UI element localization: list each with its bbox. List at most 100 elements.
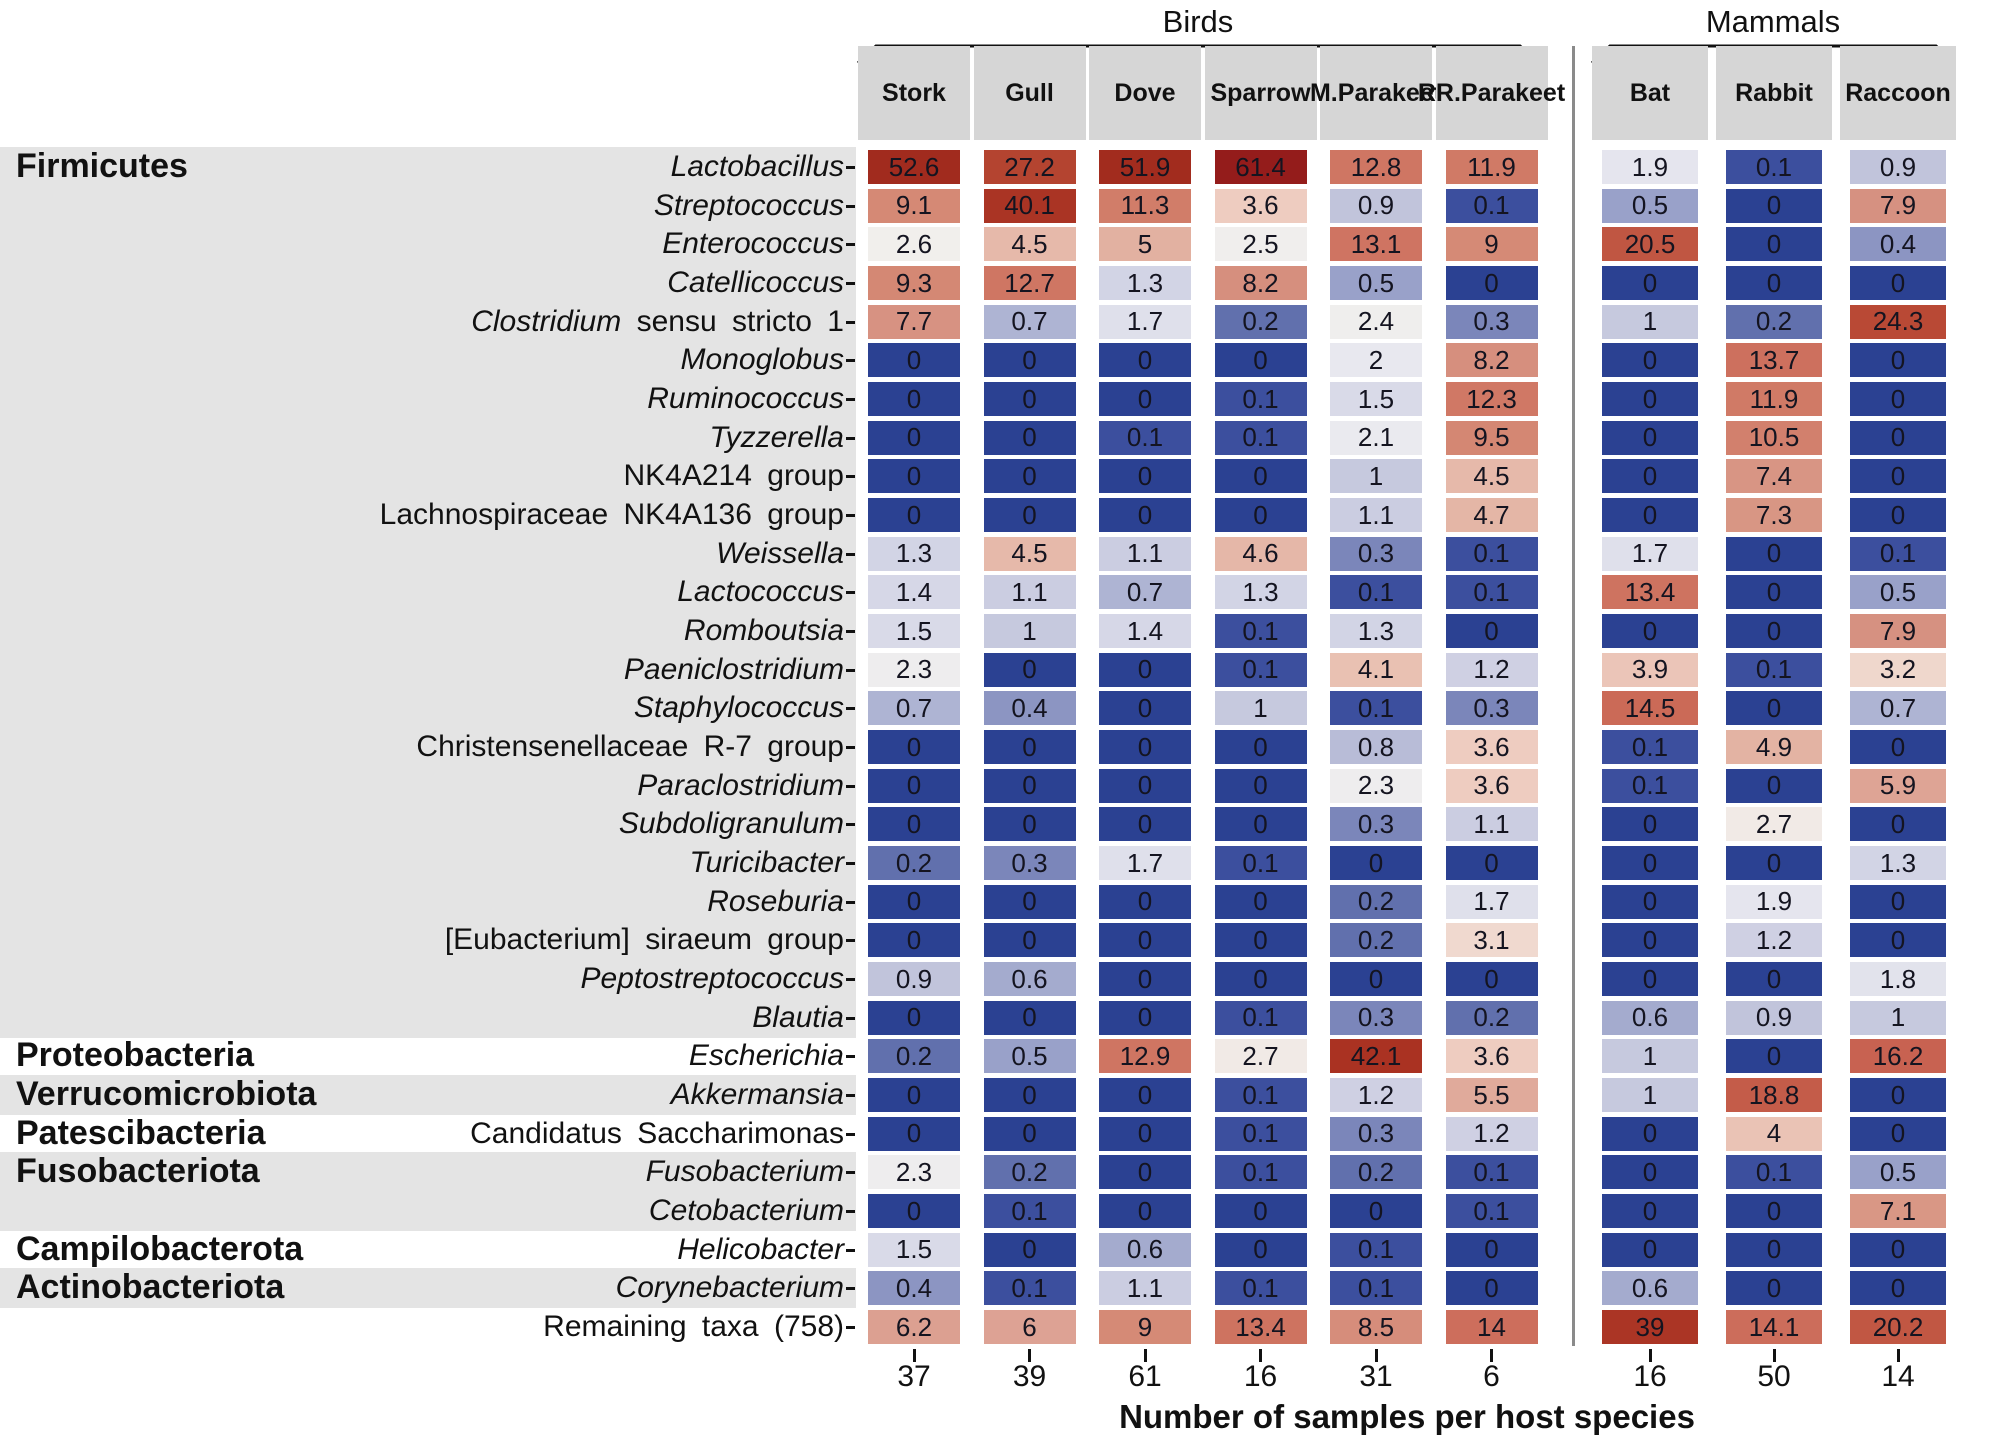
cell-r11-c5: 0.1 (1445, 575, 1538, 610)
cell-r25-c6: 0 (1602, 1116, 1698, 1151)
row-label-escherichia: Escherichia (0, 1039, 844, 1073)
col-header-text: Rabbit (1735, 78, 1813, 107)
row-label-eubacterium-siraeum-group: [Eubacterium] siraeum group (0, 923, 844, 957)
col-header-text: Gull (1005, 78, 1054, 107)
cell-r17-c3: 0 (1214, 807, 1307, 842)
row-tick-dash (846, 436, 855, 440)
row-label-subdoligranulum: Subdoligranulum (0, 807, 844, 841)
cell-r21-c7: 0 (1726, 962, 1822, 997)
cell-r3-c5: 0 (1445, 266, 1538, 300)
cell-r24-c3: 0.1 (1214, 1078, 1307, 1113)
cell-r4-c8: 24.3 (1850, 304, 1946, 339)
row-label-text: Lactobacillus (670, 150, 844, 183)
row-label-text: Ruminococcus (647, 382, 844, 416)
sample-count-bat: 16 (1633, 1360, 1667, 1393)
row-label-text: Subdoligranulum (618, 807, 844, 841)
row-label-text: Cetobacterium (648, 1194, 844, 1228)
row-label-text: Paraclostridium (637, 768, 844, 802)
row-label-tyzzerella: Tyzzerella (0, 421, 844, 455)
cell-r0-c2: 51.9 (1099, 150, 1191, 184)
cell-r28-c7: 0 (1726, 1232, 1822, 1267)
cell-r13-c2: 0 (1099, 652, 1191, 687)
cell-r28-c1: 0 (983, 1232, 1076, 1267)
cell-r21-c6: 0 (1602, 962, 1698, 997)
row-tick-dash (846, 166, 855, 169)
row-label-paeniclostridium: Paeniclostridium (0, 653, 844, 687)
cell-r13-c5: 1.2 (1445, 652, 1538, 687)
cell-r4-c6: 1 (1602, 304, 1698, 339)
cell-r19-c7: 1.9 (1726, 884, 1822, 919)
cell-r17-c4: 0.3 (1330, 807, 1422, 842)
cell-r30-c1: 6 (983, 1310, 1076, 1345)
row-label-lactobacillus: Lactobacillus (0, 150, 844, 184)
cell-r2-c5: 9 (1445, 227, 1538, 262)
cell-r1-c1: 40.1 (983, 188, 1076, 223)
cell-r24-c4: 1.2 (1330, 1078, 1422, 1113)
cell-r7-c4: 2.1 (1330, 420, 1422, 455)
cell-r1-c2: 11.3 (1099, 188, 1191, 223)
cell-r23-c8: 16.2 (1850, 1039, 1946, 1074)
col-tick-bat (1648, 1349, 1652, 1362)
cell-r3-c3: 8.2 (1214, 266, 1307, 300)
cell-r13-c3: 0.1 (1214, 652, 1307, 687)
cell-r4-c2: 1.7 (1099, 304, 1191, 339)
cell-r25-c5: 1.2 (1445, 1116, 1538, 1151)
cell-r30-c4: 8.5 (1330, 1310, 1422, 1345)
cell-r21-c3: 0 (1214, 962, 1307, 997)
cell-r30-c3: 13.4 (1214, 1310, 1307, 1345)
cell-r20-c4: 0.2 (1330, 923, 1422, 958)
cell-r24-c1: 0 (983, 1078, 1076, 1113)
cell-r3-c8: 0 (1850, 266, 1946, 300)
cell-r6-c1: 0 (983, 382, 1076, 417)
cell-r8-c2: 0 (1099, 459, 1191, 494)
cell-r9-c4: 1.1 (1330, 498, 1422, 533)
row-label-text: Peptostreptococcus (580, 962, 844, 996)
col-header-rabbit: Rabbit (1716, 46, 1832, 140)
row-label-text: Streptococcus (653, 188, 844, 222)
cell-r15-c1: 0 (983, 730, 1076, 765)
cell-r18-c7: 0 (1726, 846, 1822, 881)
col-tick-dove (1143, 1349, 1147, 1362)
cell-r3-c6: 0 (1602, 266, 1698, 300)
sample-count-gull: 39 (1012, 1360, 1047, 1393)
cell-r6-c0: 0 (868, 382, 960, 417)
cell-r10-c4: 0.3 (1330, 536, 1422, 571)
row-label-romboutsia: Romboutsia (0, 614, 844, 648)
col-header-text: Parakeet (1337, 78, 1443, 107)
phylum-label-proteobacteria: Proteobacteria (16, 1036, 255, 1075)
cell-r0-c6: 1.9 (1602, 150, 1698, 184)
col-tick-sparrow (1259, 1349, 1262, 1362)
cell-r17-c2: 0 (1099, 807, 1191, 842)
cell-r29-c2: 1.1 (1099, 1271, 1191, 1306)
cell-r5-c8: 0 (1850, 343, 1946, 378)
cell-r20-c0: 0 (868, 923, 960, 958)
cell-r18-c3: 0.1 (1214, 846, 1307, 881)
cell-r24-c6: 1 (1602, 1078, 1698, 1113)
cell-r4-c5: 0.3 (1445, 304, 1538, 339)
row-label-roseburia: Roseburia (0, 885, 844, 919)
cell-r0-c1: 27.2 (983, 150, 1076, 184)
phylum-band-verrucomicrobiota (0, 1075, 856, 1116)
row-label-text: Remaining taxa (758) (543, 1310, 844, 1344)
row-tick-dash (846, 398, 855, 402)
cell-r8-c5: 4.5 (1445, 459, 1538, 494)
cell-r16-c4: 2.3 (1330, 768, 1422, 803)
row-tick-dash (846, 668, 855, 672)
cell-r4-c7: 0.2 (1726, 304, 1822, 339)
cell-r10-c0: 1.3 (868, 536, 960, 571)
cell-r28-c6: 0 (1602, 1232, 1698, 1267)
row-label-text: Enterococcus (662, 227, 844, 261)
cell-r27-c1: 0.1 (983, 1194, 1076, 1229)
row-tick-dash (846, 204, 855, 208)
cell-r2-c2: 5 (1099, 227, 1191, 262)
col-header-m-parakeet: M. Parakeet (1310, 46, 1442, 140)
cell-r28-c8: 0 (1850, 1232, 1946, 1267)
cell-r14-c0: 0.7 (868, 691, 960, 726)
cell-r26-c4: 0.2 (1330, 1155, 1422, 1190)
row-label-text: Weissella (716, 536, 844, 570)
cell-r20-c8: 0 (1850, 923, 1946, 958)
cell-r3-c0: 9.3 (868, 266, 960, 300)
cell-r20-c7: 1.2 (1726, 923, 1822, 958)
cell-r10-c8: 0.1 (1850, 536, 1946, 571)
x-axis-label: Number of samples per host species (1119, 1398, 1695, 1435)
